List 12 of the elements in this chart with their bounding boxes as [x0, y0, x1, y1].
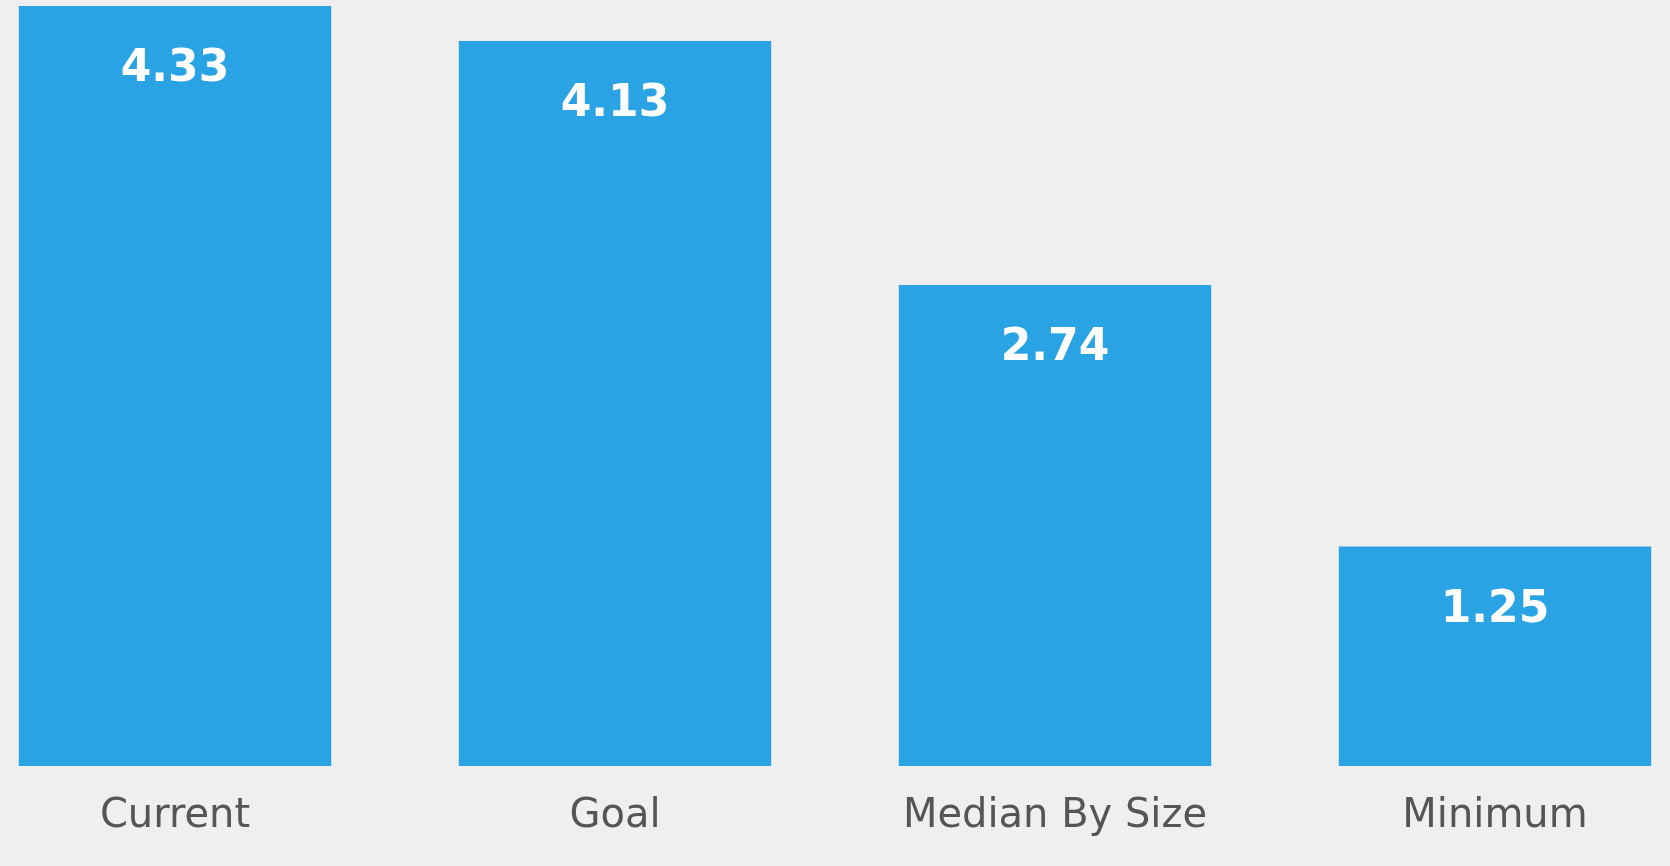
- bar: [18, 6, 332, 766]
- bar: [898, 285, 1212, 766]
- x-tick-label: Current: [99, 789, 251, 836]
- data-label: 1.25: [1440, 580, 1550, 632]
- x-tick-label: Median By Size: [902, 789, 1208, 836]
- data-label: 4.13: [560, 75, 670, 127]
- x-tick-label: Goal: [569, 789, 661, 836]
- data-label: 2.74: [1000, 319, 1110, 371]
- x-tick-label: Minimum: [1402, 789, 1588, 836]
- data-label: 4.33: [120, 40, 230, 91]
- bar: [1338, 546, 1652, 766]
- bar: [458, 41, 772, 766]
